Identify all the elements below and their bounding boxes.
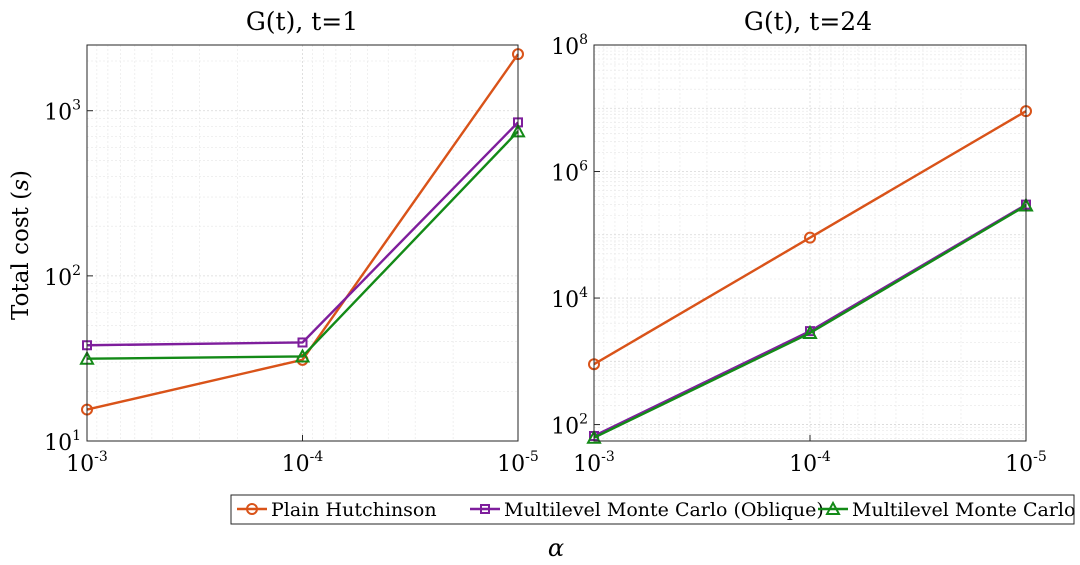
panel-left-grid xyxy=(87,45,519,442)
y-axis-label-var: s xyxy=(8,179,34,191)
y-tick-label: 102 xyxy=(551,412,588,440)
data-point-square xyxy=(297,337,308,348)
legend-label: Plain Hutchinson xyxy=(271,499,437,521)
legend: Plain Hutchinson Multilevel Monte Carlo (… xyxy=(230,494,1080,525)
legend-marker-square xyxy=(480,504,490,514)
legend-box xyxy=(230,494,1075,525)
x-tick-label: 10-4 xyxy=(282,449,324,477)
data-point-triangle xyxy=(294,348,311,363)
panel-right-title: G(t), t=24 xyxy=(744,7,872,36)
y-tick-label: 108 xyxy=(551,32,588,60)
series-line-square xyxy=(86,121,519,347)
y-axis-label-close: ) xyxy=(8,170,34,179)
series-line-triangle xyxy=(86,130,519,360)
data-point-triangle xyxy=(586,429,602,444)
y-tick-label: 104 xyxy=(551,285,588,313)
panel-right: G(t), t=24 10-3 10-4 10-5 102 104 106 108 xyxy=(551,7,1047,477)
legend-marker-triangle xyxy=(825,500,841,515)
y-tick-label: 102 xyxy=(44,263,81,291)
series-line-circle xyxy=(593,110,1027,366)
x-tick-label: 10-5 xyxy=(1005,449,1047,477)
y-axis-label: Total cost (s) xyxy=(8,170,34,320)
panel-left-title: G(t), t=1 xyxy=(246,7,358,36)
y-tick-label: 101 xyxy=(44,428,81,456)
series-line-circle xyxy=(86,53,519,411)
y-tick-label: 106 xyxy=(551,159,588,187)
legend-label: Multilevel Monte Carlo (Orthogonal) xyxy=(852,499,1080,521)
x-tick-label: 10-3 xyxy=(66,449,108,477)
x-tick-label: 10-4 xyxy=(789,449,831,477)
data-point-circle xyxy=(804,231,816,244)
x-axis-label: α xyxy=(548,534,564,562)
y-axis-label-text: Total cost ( xyxy=(8,191,34,320)
legend-label: Multilevel Monte Carlo (Oblique) xyxy=(504,499,824,521)
series-line-triangle xyxy=(593,204,1027,439)
x-tick-label: 10-3 xyxy=(573,449,615,477)
x-tick-label: 10-5 xyxy=(497,449,539,477)
data-point-triangle xyxy=(802,324,818,340)
panel-left: G(t), t=1 10-3 10-4 10-5 101 102 103 xyxy=(44,7,539,477)
panel-left-series xyxy=(79,48,526,416)
panel-right-axes: 10-3 10-4 10-5 102 104 106 108 xyxy=(551,32,1047,477)
panel-right-grid xyxy=(594,45,1027,441)
legend-marker-circle xyxy=(246,503,258,515)
y-tick-label: 103 xyxy=(44,98,81,126)
panel-left-axes: 10-3 10-4 10-5 101 102 103 xyxy=(44,44,539,477)
